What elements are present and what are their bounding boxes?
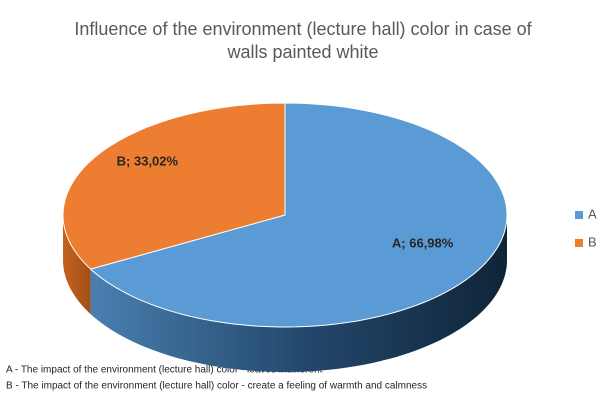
footnote: A - The impact of the environment (lectu… bbox=[6, 365, 323, 376]
chart-title: walls painted white bbox=[226, 42, 378, 62]
legend-swatch bbox=[575, 239, 583, 247]
slice-side bbox=[90, 215, 507, 372]
slice-side bbox=[63, 215, 91, 315]
legend-label: B bbox=[588, 234, 597, 249]
slice bbox=[89, 102, 508, 328]
data-label: A; 66,98% bbox=[392, 235, 454, 250]
slice bbox=[62, 102, 286, 270]
footnote: B - The impact of the environment (lectu… bbox=[6, 381, 427, 392]
legend-swatch bbox=[575, 211, 583, 219]
chart-title: Influence of the environment (lecture ha… bbox=[74, 19, 532, 39]
data-label: B; 33,02% bbox=[117, 153, 179, 168]
legend-label: A bbox=[588, 206, 597, 221]
